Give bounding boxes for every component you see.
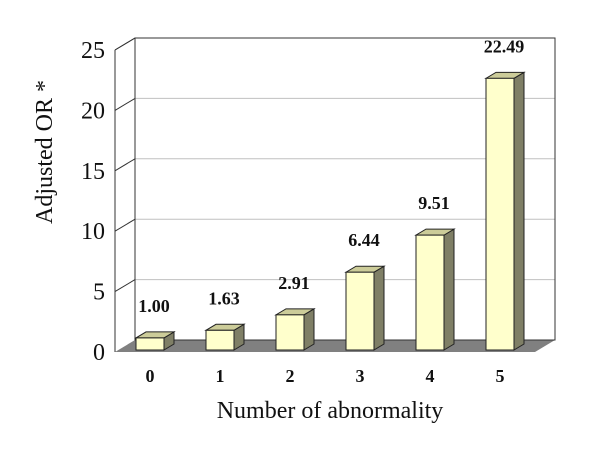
bar-side [303,307,315,351]
bar-front [485,77,515,351]
bar-side [513,71,525,351]
bar-front [135,337,165,351]
bars [134,71,526,351]
data-label: 1.63 [208,288,240,308]
gridline-side [114,279,136,293]
side-wall-top-edge [114,37,136,51]
data-label: 22.49 [484,36,525,56]
x-tick-label: 1 [216,366,225,386]
x-axis-ticks: 0 1 2 3 4 5 [146,366,505,386]
gridline-side [114,158,136,172]
x-tick-label: 5 [496,366,505,386]
x-tick-label: 0 [146,366,155,386]
y-tick-label: 0 [93,340,105,366]
data-label: 2.91 [278,273,310,293]
y-axis-label: Adjusted OR * [32,80,58,224]
x-tick-label: 3 [356,366,365,386]
data-label: 1.00 [138,296,170,316]
bar-side [443,228,455,351]
gridline-side [114,97,136,111]
bar [134,331,176,351]
bar [344,265,386,351]
y-tick-label: 15 [81,159,105,185]
y-tick-label: 25 [81,38,105,64]
data-labels: 1.00 1.63 2.91 6.44 9.51 22.49 [138,36,524,316]
bar [484,71,526,351]
y-axis-ticks: 0 5 10 15 20 25 [81,38,105,366]
bar-front [275,314,305,351]
bar-front [415,234,445,351]
y-tick-label: 10 [81,219,105,245]
bar-side [373,265,385,351]
data-label: 9.51 [418,193,450,213]
x-axis-label: Number of abnormality [217,398,444,424]
bar [414,228,456,351]
y-tick-label: 5 [93,280,105,306]
bar [274,307,316,351]
data-label: 6.44 [348,230,380,250]
bar [204,323,246,351]
x-tick-label: 2 [286,366,295,386]
gridline-side [114,218,136,232]
back-plane [134,37,556,341]
bar-front [205,329,235,351]
y-tick-label: 20 [81,98,105,124]
x-tick-label: 4 [426,366,435,386]
bar-front [345,271,375,351]
